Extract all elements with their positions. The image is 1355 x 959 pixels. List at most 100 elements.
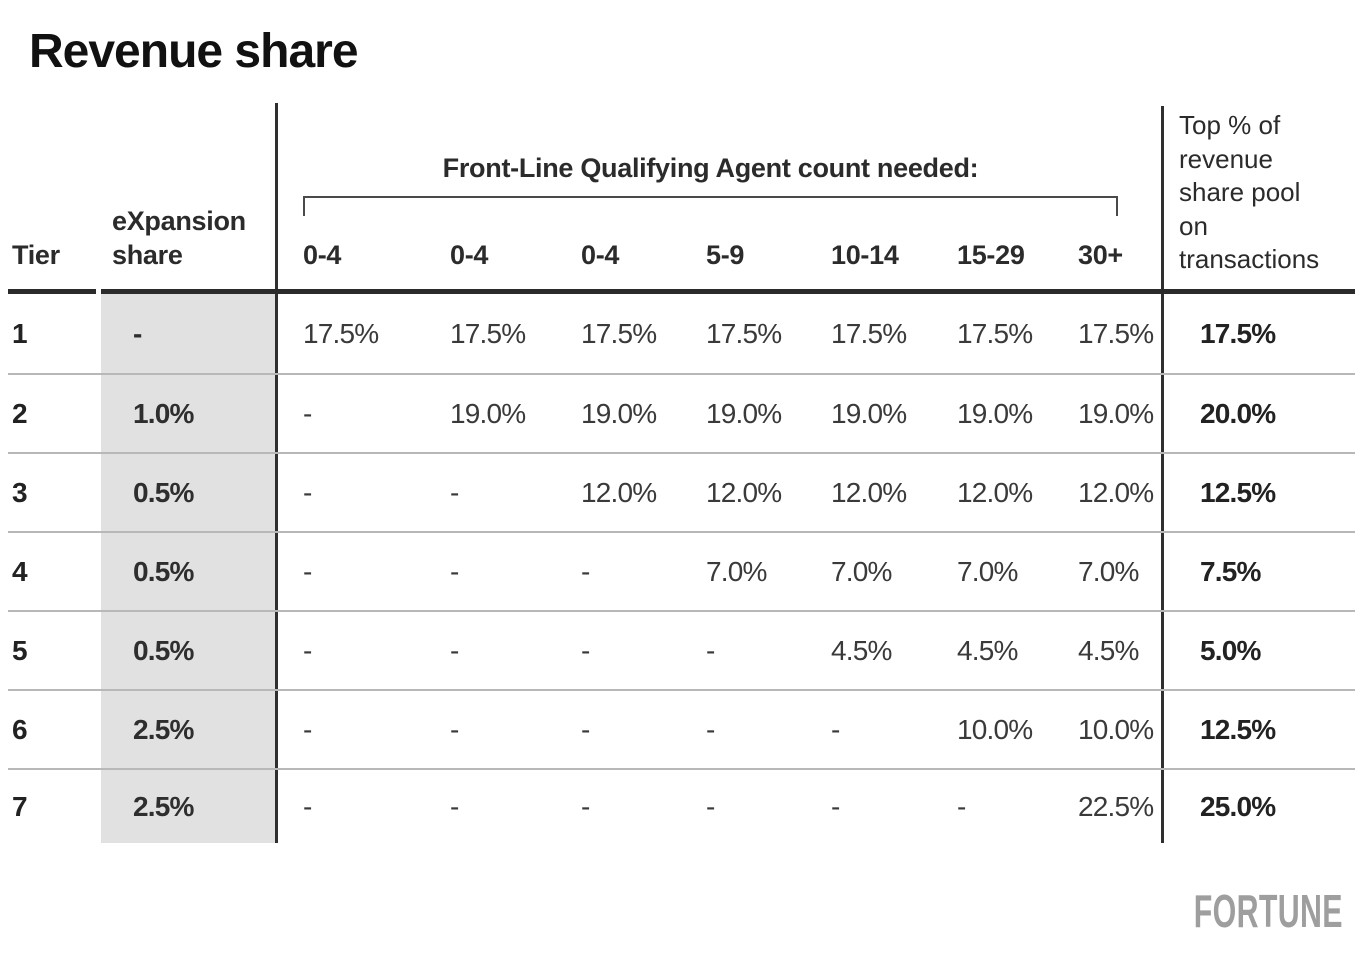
agent-count-cell: 17.5% [957,317,1033,349]
table-row: 7 2.5% - - - - - - 22.5% 25.0% [8,768,1355,843]
expansion-share-cell: 0.5% [133,555,194,587]
expansion-header-line: eXpansion [112,206,246,236]
agent-count-header: 15-29 [957,240,1025,270]
agent-count-cell: 17.5% [450,317,526,349]
expansion-share-cell: 2.5% [133,790,194,822]
agent-count-cell: - [303,634,312,666]
expansion-column-highlight [101,294,277,843]
agent-count-cell: 19.0% [450,397,526,429]
table-row: 5 0.5% - - - - 4.5% 4.5% 4.5% 5.0% [8,610,1355,689]
agent-count-cell: 17.5% [831,317,907,349]
agent-count-header: 0-4 [581,240,620,270]
agent-count-cell: 4.5% [957,634,1018,666]
agent-count-cell: - [581,790,590,822]
agent-count-cell: 12.0% [1078,476,1154,508]
agent-count-cell: 10.0% [957,713,1033,745]
agent-count-cell: 17.5% [303,317,379,349]
agent-count-cell: - [303,397,312,429]
agent-count-cell: 19.0% [1078,397,1154,429]
top-pool-header-line: on [1179,210,1208,241]
agent-count-cell: - [581,713,590,745]
group-bracket [303,196,1118,216]
tier-cell: 6 [12,713,28,745]
agent-group-header: Front-Line Qualifying Agent count needed… [442,153,979,183]
tier-cell: 3 [12,476,28,508]
agent-count-header: 5-9 [706,240,745,270]
agent-count-header: 0-4 [450,240,489,270]
expansion-share-cell: 0.5% [133,634,194,666]
agent-count-header: 0-4 [303,240,342,270]
agent-count-cell: 17.5% [581,317,657,349]
top-pool-cell: 12.5% [1200,476,1276,508]
agent-count-cell: 12.0% [957,476,1033,508]
agent-count-cell: 7.0% [831,555,892,587]
agent-count-cell: 12.0% [581,476,657,508]
tier-cell: 7 [12,790,28,822]
agent-count-cell: 12.0% [706,476,782,508]
top-pool-cell: 12.5% [1200,713,1276,745]
agent-count-cell: 7.0% [957,555,1018,587]
top-pool-cell: 5.0% [1200,634,1261,666]
agent-count-cell: - [450,790,459,822]
agent-count-cell: 19.0% [957,397,1033,429]
agent-count-cell: - [450,476,459,508]
agent-count-header: 10-14 [831,240,899,270]
top-pool-cell: 25.0% [1200,790,1276,822]
agent-count-cell: 17.5% [1078,317,1154,349]
agent-count-cell: 7.0% [706,555,767,587]
agent-count-cell: - [303,555,312,587]
table-body: 1 - 17.5% 17.5% 17.5% 17.5% 17.5% 17.5% 17.5% 17.… [8,294,1355,843]
tier-column-header: Tier [12,240,60,270]
header-rule-tier [8,289,96,294]
top-pool-header-line: share pool [1179,177,1301,207]
tier-cell: 1 [12,317,28,349]
agent-count-cell: - [303,713,312,745]
agent-count-cell: 22.5% [1078,790,1154,822]
divider-expansion-agents [275,103,278,843]
agent-count-cell: 4.5% [831,634,892,666]
agent-count-cell: - [831,790,840,822]
top-pool-cell: 20.0% [1200,397,1276,429]
expansion-share-cell: 2.5% [133,713,194,745]
expansion-share-cell: - [133,317,142,349]
agent-count-cell: - [450,634,459,666]
chart-title: Revenue share [29,25,359,78]
agent-count-cell: 4.5% [1078,634,1139,666]
agent-count-cell: - [450,555,459,587]
agent-count-cell: - [581,634,590,666]
divider-agents-top-pool [1161,106,1164,843]
agent-count-cell: - [706,790,715,822]
agent-count-cell: 19.0% [831,397,907,429]
table-row: 6 2.5% - - - - - 10.0% 10.0% 12.5% [8,689,1355,768]
tier-cell: 2 [12,397,28,429]
agent-count-cell: 7.0% [1078,555,1139,587]
table-row: 1 - 17.5% 17.5% 17.5% 17.5% 17.5% 17.5% 17.5% 17.… [8,294,1355,373]
agent-count-cell: - [581,555,590,587]
header-rule-main [101,289,1355,294]
agent-count-cell: - [303,476,312,508]
top-pool-header-line: revenue [1179,143,1273,174]
table-row: 3 0.5% - - 12.0% 12.0% 12.0% 12.0% 12.0% 12.5% [8,452,1355,531]
agent-count-cell: 17.5% [706,317,782,349]
agent-count-cell: 19.0% [581,397,657,429]
agent-count-cell: - [706,713,715,745]
fortune-logo: FORTUNE [1193,885,1343,937]
top-pool-cell: 7.5% [1200,555,1261,587]
agent-count-cell: - [957,790,966,822]
top-pool-header-line: Top % of [1179,110,1281,140]
agent-count-cell: - [450,713,459,745]
top-pool-column-header: Top % of revenue share pool on transacti… [1179,109,1319,277]
agent-count-cell: 10.0% [1078,713,1154,745]
agent-count-cell: 19.0% [706,397,782,429]
agent-count-cell: 12.0% [831,476,907,508]
top-pool-header-line: transactions [1179,244,1320,274]
table-row: 4 0.5% - - - 7.0% 7.0% 7.0% 7.0% 7.5% [8,531,1355,610]
agent-count-cell: - [706,634,715,666]
tier-cell: 4 [12,555,28,587]
agent-count-header: 30+ [1078,240,1123,270]
expansion-share-cell: 1.0% [133,397,194,429]
expansion-share-cell: 0.5% [133,476,194,508]
agent-count-cell: - [831,713,840,745]
expansion-column-header: eXpansion share [112,204,246,272]
